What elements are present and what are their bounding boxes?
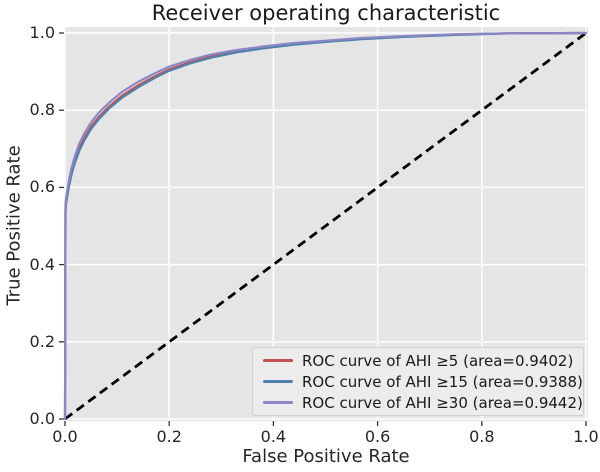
roc-curve-1 bbox=[63, 31, 588, 421]
legend-label: ROC curve of AHI ≥5 (area=0.9402) bbox=[302, 351, 574, 370]
x-tick-label: 0.2 bbox=[156, 427, 182, 446]
legend-item-ahi-15: ROC curve of AHI ≥15 (area=0.9388) bbox=[253, 373, 583, 391]
y-axis-label: True Positive Rate bbox=[3, 145, 25, 306]
legend-label: ROC curve of AHI ≥30 (area=0.9442) bbox=[302, 393, 583, 412]
legend-item-ahi-5: ROC curve of AHI ≥5 (area=0.9402) bbox=[253, 352, 583, 370]
x-tick-label: 0.8 bbox=[469, 427, 495, 446]
y-tick-label: 0.2 bbox=[29, 331, 55, 351]
y-tick-label: 0.0 bbox=[29, 409, 55, 428]
x-axis-label: False Positive Rate bbox=[242, 446, 410, 467]
chart-title: Receiver operating characteristic bbox=[151, 1, 501, 25]
y-tick-label: 0.6 bbox=[29, 177, 55, 197]
roc-curve-2 bbox=[63, 31, 588, 421]
x-tick-label: 1.0 bbox=[573, 427, 599, 446]
y-tick-label: 0.4 bbox=[29, 254, 55, 274]
legend-item-ahi-30: ROC curve of AHI ≥30 (area=0.9442) bbox=[253, 394, 583, 412]
x-tick-label: 0.6 bbox=[364, 427, 391, 446]
chance-diagonal-line bbox=[64, 31, 587, 421]
legend-line-sample-blue bbox=[263, 380, 293, 383]
x-tick-label: 0.0 bbox=[52, 427, 78, 446]
legend-line-sample-red bbox=[263, 359, 293, 362]
legend-line-sample-purple bbox=[263, 401, 293, 404]
legend: ROC curve of AHI ≥5 (area=0.9402) ROC cu… bbox=[252, 347, 584, 416]
y-tick-label: 0.8 bbox=[29, 100, 55, 120]
y-tick-label: 1.0 bbox=[29, 23, 55, 42]
legend-label: ROC curve of AHI ≥15 (area=0.9388) bbox=[302, 372, 583, 391]
x-tick-label: 0.4 bbox=[260, 427, 287, 446]
